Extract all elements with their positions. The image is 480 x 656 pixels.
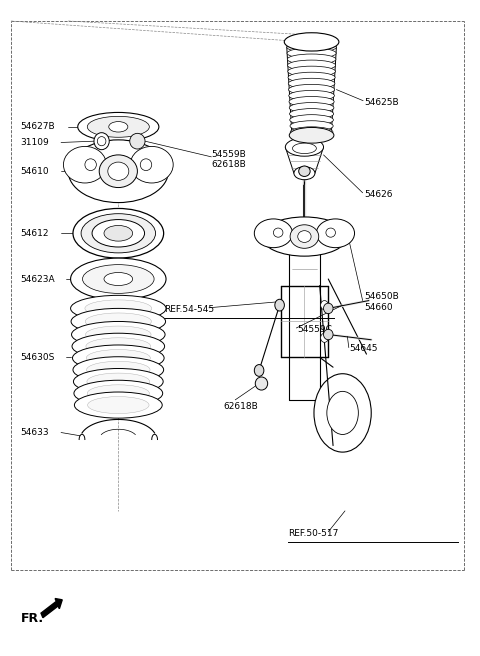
Text: 54633: 54633 (21, 428, 49, 437)
Ellipse shape (292, 143, 316, 154)
Ellipse shape (327, 392, 359, 434)
Text: 54559B: 54559B (211, 150, 246, 159)
Ellipse shape (87, 116, 149, 137)
Ellipse shape (86, 350, 150, 367)
Ellipse shape (85, 326, 151, 343)
Text: 54650B: 54650B (364, 292, 399, 301)
Ellipse shape (314, 374, 371, 452)
Ellipse shape (284, 33, 339, 51)
Ellipse shape (254, 219, 292, 248)
Text: 54610: 54610 (21, 167, 49, 176)
Text: 62618B: 62618B (223, 402, 258, 411)
Text: 54612: 54612 (21, 229, 49, 237)
Text: 62618B: 62618B (211, 160, 246, 169)
Ellipse shape (290, 115, 334, 125)
Ellipse shape (72, 333, 165, 359)
Ellipse shape (86, 338, 151, 355)
Text: 54630S: 54630S (21, 353, 55, 362)
Ellipse shape (92, 220, 144, 247)
Ellipse shape (289, 127, 334, 143)
Ellipse shape (94, 133, 109, 150)
Text: 31109: 31109 (21, 138, 49, 147)
Ellipse shape (140, 159, 152, 171)
Text: 54627B: 54627B (21, 122, 55, 131)
Ellipse shape (275, 299, 284, 311)
Ellipse shape (294, 167, 315, 180)
Ellipse shape (130, 133, 145, 149)
Ellipse shape (104, 272, 132, 285)
Ellipse shape (87, 373, 150, 390)
Ellipse shape (74, 392, 162, 418)
Ellipse shape (87, 385, 149, 402)
Ellipse shape (99, 155, 137, 188)
Ellipse shape (72, 345, 164, 371)
Ellipse shape (299, 166, 310, 176)
Text: 54623A: 54623A (21, 274, 55, 283)
Ellipse shape (73, 209, 164, 258)
Ellipse shape (321, 333, 328, 342)
Ellipse shape (316, 219, 355, 248)
Ellipse shape (71, 258, 166, 300)
Ellipse shape (288, 72, 335, 83)
Ellipse shape (288, 66, 336, 77)
Text: 54660: 54660 (364, 303, 393, 312)
Ellipse shape (326, 228, 336, 237)
Ellipse shape (321, 300, 328, 310)
Ellipse shape (290, 127, 333, 137)
Ellipse shape (86, 361, 150, 379)
Ellipse shape (78, 112, 159, 141)
Ellipse shape (262, 217, 348, 256)
Ellipse shape (289, 102, 334, 113)
Ellipse shape (255, 377, 268, 390)
Ellipse shape (72, 321, 165, 348)
Ellipse shape (85, 313, 151, 330)
Ellipse shape (324, 303, 333, 314)
Ellipse shape (104, 226, 132, 241)
Ellipse shape (288, 78, 335, 89)
Text: 54559C: 54559C (297, 325, 332, 334)
Ellipse shape (287, 42, 336, 52)
Ellipse shape (130, 146, 173, 183)
Ellipse shape (87, 397, 149, 413)
Ellipse shape (73, 369, 163, 395)
Text: FR.: FR. (21, 612, 44, 625)
Ellipse shape (274, 228, 283, 237)
Ellipse shape (71, 308, 166, 335)
Ellipse shape (288, 60, 336, 71)
Text: 54626: 54626 (364, 190, 393, 199)
Ellipse shape (290, 225, 319, 249)
Ellipse shape (298, 231, 311, 243)
Ellipse shape (71, 295, 166, 321)
Ellipse shape (68, 140, 168, 203)
Text: 54625B: 54625B (364, 98, 399, 107)
Ellipse shape (254, 365, 264, 377)
Ellipse shape (289, 91, 335, 101)
Ellipse shape (324, 329, 333, 340)
Ellipse shape (289, 109, 334, 119)
Ellipse shape (290, 121, 333, 131)
Ellipse shape (288, 85, 335, 95)
Text: 54645: 54645 (350, 344, 378, 354)
Ellipse shape (285, 138, 324, 156)
Ellipse shape (83, 264, 154, 293)
Ellipse shape (63, 146, 107, 183)
FancyArrow shape (41, 598, 62, 618)
Text: REF.54-545: REF.54-545 (164, 305, 214, 314)
Ellipse shape (73, 357, 164, 383)
Ellipse shape (85, 159, 96, 171)
Text: REF.50-517: REF.50-517 (288, 529, 338, 539)
Ellipse shape (287, 48, 336, 58)
Ellipse shape (81, 214, 156, 253)
Ellipse shape (85, 300, 152, 317)
Ellipse shape (109, 121, 128, 132)
Ellipse shape (97, 136, 106, 146)
Ellipse shape (287, 54, 336, 64)
Ellipse shape (289, 96, 334, 107)
Ellipse shape (108, 162, 129, 180)
Ellipse shape (74, 380, 163, 406)
